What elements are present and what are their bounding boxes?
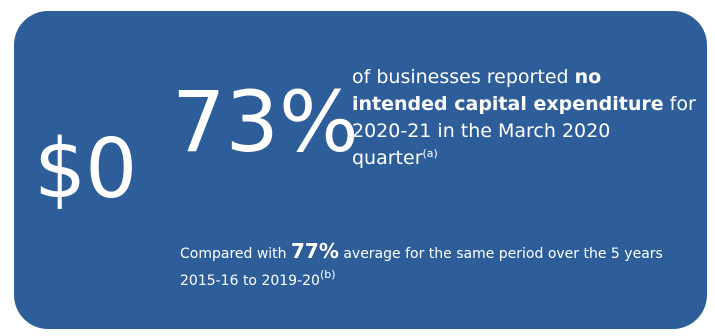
comparison-text-part2: average for the same period over the 5 y… — [180, 246, 663, 289]
description-text-part2: for 2020-21 in the March 2020 quarter — [352, 93, 696, 169]
comparison-text-part1: Compared with — [180, 246, 291, 262]
footnote-marker-b: (b) — [319, 268, 336, 281]
description-text-part1: of businesses reported — [352, 66, 575, 88]
capex-value-label: $0 — [34, 122, 137, 217]
description-emphasis: no intended capital expenditure — [352, 66, 664, 115]
comparison-highlight-percent: 77% — [291, 239, 339, 263]
stat-card: $0 73% of businesses reported no intende… — [14, 11, 707, 329]
footnote-marker-a: (a) — [422, 147, 438, 160]
comparison-text: Compared with 77% average for the same p… — [180, 238, 695, 295]
headline-percent: 73% — [172, 73, 359, 171]
headline-description: of businesses reported no intended capit… — [352, 64, 697, 172]
